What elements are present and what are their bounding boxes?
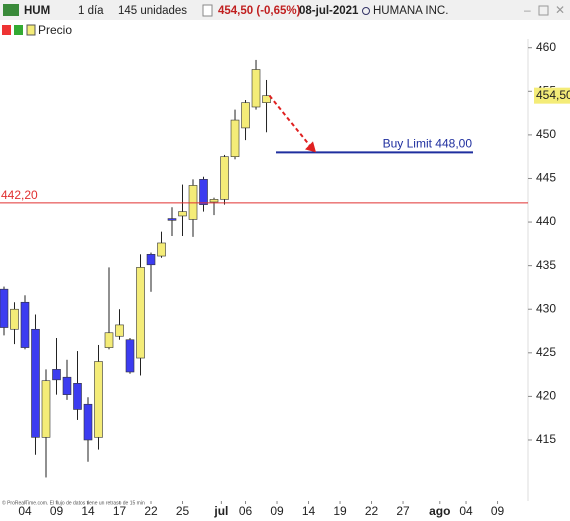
candle-body <box>136 267 145 359</box>
window-controls[interactable]: – <box>524 3 531 17</box>
x-tick-label: 27 <box>396 504 410 518</box>
down-icon[interactable] <box>2 25 11 35</box>
close[interactable]: ✕ <box>555 3 565 17</box>
x-tick-label: 04 <box>459 504 473 518</box>
y-tick-label: 460 <box>536 40 556 54</box>
symbol[interactable]: HUM <box>24 5 50 17</box>
toolbar <box>0 0 570 20</box>
candle-body <box>31 328 40 438</box>
candle-body <box>199 179 208 205</box>
period[interactable]: 1 día <box>78 5 104 17</box>
arrow <box>268 95 313 149</box>
date: 08-jul-2021 <box>299 5 359 17</box>
candle-body <box>62 376 72 395</box>
support-label: 442,20 <box>1 188 38 202</box>
candle-body <box>209 199 219 203</box>
name-icon <box>362 7 370 15</box>
price-tag-label: 454,50 <box>536 88 570 102</box>
y-tick-label: 450 <box>536 127 556 141</box>
maximize[interactable] <box>538 5 549 16</box>
x-tick-label: 09 <box>50 504 64 518</box>
x-tick-label: 17 <box>113 504 127 518</box>
candle-body <box>251 69 261 108</box>
legend-label: Precio <box>38 23 72 37</box>
candle-body <box>157 242 166 257</box>
units[interactable]: 145 unidades <box>118 5 187 17</box>
candle-body <box>104 332 114 348</box>
source: © ProRealTime.com. El flujo de datos tie… <box>2 499 145 506</box>
y-tick-label: 415 <box>536 432 556 446</box>
y-tick-label: 430 <box>536 301 556 315</box>
candle-body <box>220 156 229 200</box>
x-tick-label: 19 <box>333 504 347 518</box>
candle-body <box>73 383 82 410</box>
candle-body <box>167 218 177 221</box>
candle-body <box>41 380 51 438</box>
chart-icon[interactable] <box>3 4 19 16</box>
y-tick-label: 445 <box>536 171 556 185</box>
x-tick-label: 22 <box>144 504 158 518</box>
y-tick-label: 435 <box>536 258 556 272</box>
info-icon[interactable] <box>202 4 213 17</box>
candle-body <box>115 324 124 337</box>
candle-body <box>10 308 19 330</box>
candle-body <box>0 288 9 328</box>
x-tick-label: 04 <box>18 504 32 518</box>
candle-body <box>241 102 250 129</box>
arrow-head <box>305 141 316 153</box>
candle-body <box>20 301 30 348</box>
x-tick-label: 09 <box>491 504 505 518</box>
candle-body <box>146 254 156 266</box>
up-icon[interactable] <box>14 25 23 35</box>
y-tick-label: 440 <box>536 214 556 228</box>
x-tick-label: 06 <box>239 504 253 518</box>
y-tick-label: 420 <box>536 389 556 403</box>
candle-body <box>83 403 93 441</box>
candle-body <box>94 361 103 438</box>
candle-body <box>178 211 187 217</box>
instrument: HUMANA INC. <box>373 5 448 17</box>
x-tick-label: 14 <box>81 504 95 518</box>
x-tick-label: 09 <box>270 504 284 518</box>
x-tick-label: 14 <box>302 504 316 518</box>
y-tick-label: 425 <box>536 345 556 359</box>
x-tick-label: jul <box>213 504 228 518</box>
candle-body <box>262 95 271 103</box>
x-tick-label: 22 <box>365 504 379 518</box>
x-tick-label: 25 <box>176 504 190 518</box>
order-label: Buy Limit 448,00 <box>383 136 473 150</box>
legend-swatch <box>26 24 36 36</box>
price-tag <box>534 87 570 104</box>
x-tick-label: ago <box>429 504 450 518</box>
price: 454,50 (-0,65%) <box>218 5 301 17</box>
candle-body <box>125 339 135 373</box>
candle-body <box>52 369 61 381</box>
candle-body <box>230 119 240 157</box>
